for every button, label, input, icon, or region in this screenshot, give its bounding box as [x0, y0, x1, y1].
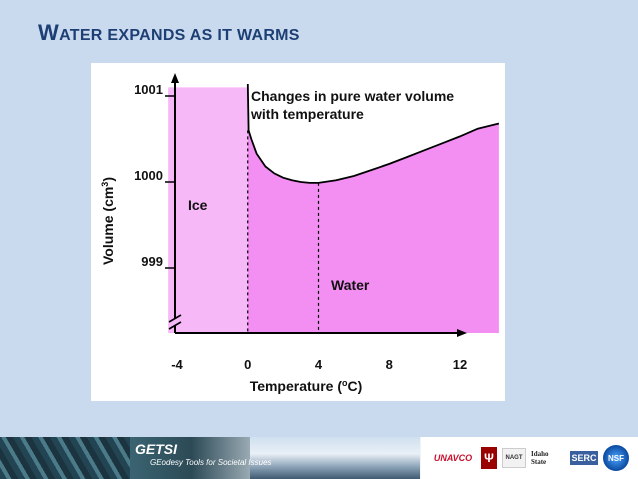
slide-title: Water expands as it warms	[38, 20, 300, 46]
x-tick-label: 0	[244, 357, 251, 372]
ice-label: Ice	[188, 197, 208, 213]
slide-title-initial: W	[38, 20, 60, 45]
y-tick-label: 999	[141, 254, 163, 269]
partner-logos: UNAVCO Ψ NAGT Idaho State SERC NSF	[430, 440, 638, 476]
footer-banner	[0, 437, 638, 479]
y-axis-break-mark	[168, 321, 182, 330]
getsi-tagline: GEodesy Tools for Societal Issues	[150, 458, 272, 467]
ice-region	[168, 87, 248, 334]
chart-title-line-1: Changes in pure water volume	[251, 88, 454, 104]
iu-logo: Ψ	[481, 447, 497, 469]
y-axis-break-mark	[168, 314, 182, 323]
y-axis-arrow	[171, 73, 179, 83]
idaho-state-logo: Idaho State	[531, 450, 549, 466]
nagt-logo: NAGT	[502, 448, 526, 468]
volume-curve	[246, 83, 500, 184]
x-tick-label: 4	[315, 357, 323, 372]
chart-title-line-2: with temperature	[250, 106, 364, 122]
chart-panel: 999 1000 1001 -4 0 4 8 12 Changes in pure water…	[91, 63, 505, 401]
y-tick-label: 1001	[134, 82, 163, 97]
tick-group: 999 1000 1001 -4 0 4 8 12	[134, 82, 467, 372]
y-tick-label: 1000	[134, 168, 163, 183]
unavco-logo: UNAVCO	[433, 453, 473, 463]
x-tick-label: 8	[386, 357, 393, 372]
serc-logo: SERC	[570, 451, 598, 465]
x-axis-arrow	[457, 329, 467, 337]
water-volume-chart: 999 1000 1001 -4 0 4 8 12 Changes in pure water…	[100, 73, 500, 394]
x-axis-label: Temperature (oC)	[250, 378, 363, 394]
slide-title-rest: ater expands as it warms	[59, 27, 300, 44]
y-axis-label: Volume (cm3)	[100, 177, 116, 265]
nsf-logo: NSF	[603, 445, 629, 471]
axes	[168, 73, 467, 337]
glacier-image	[250, 437, 420, 479]
seismograph-image	[0, 437, 130, 479]
water-label: Water	[331, 277, 370, 293]
x-tick-label: 12	[453, 357, 467, 372]
x-tick-label: -4	[171, 357, 183, 372]
getsi-logo-text: GETSI	[135, 441, 178, 457]
